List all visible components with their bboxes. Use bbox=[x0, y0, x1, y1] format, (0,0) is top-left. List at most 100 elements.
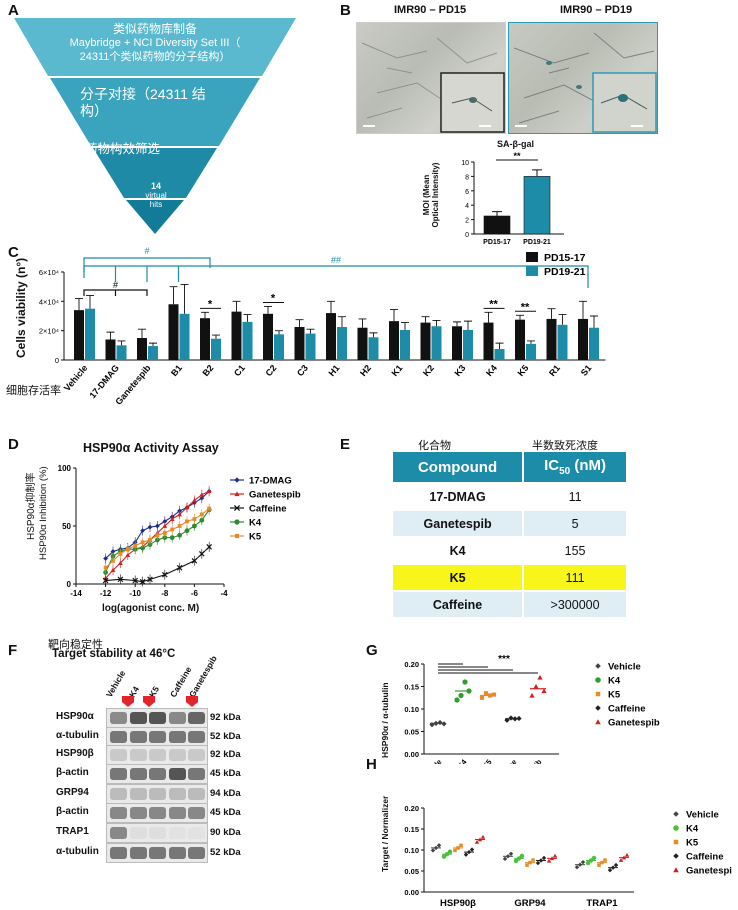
funnel-tier-4 bbox=[126, 200, 184, 234]
h-point bbox=[624, 852, 630, 857]
viability-bar bbox=[546, 318, 557, 360]
assay-point bbox=[147, 576, 153, 583]
g-point bbox=[454, 697, 460, 703]
assay-legend-marker bbox=[234, 533, 240, 539]
h-legend-marker bbox=[673, 867, 679, 873]
viability-legend-label: PD19-21 bbox=[544, 266, 586, 278]
ic50-compound: 17-DMAG bbox=[393, 483, 524, 511]
assay-point bbox=[169, 516, 175, 521]
viability-error-bar bbox=[401, 322, 409, 330]
viability-category-label: C2 bbox=[263, 363, 278, 378]
blot-protein-label: α-tubulin bbox=[56, 846, 99, 857]
ic50-value: >300000 bbox=[522, 591, 626, 619]
funnel-tier2-line2: 构） bbox=[80, 103, 108, 119]
assay-point bbox=[170, 527, 175, 532]
h-point bbox=[502, 856, 508, 862]
blot-band bbox=[188, 827, 205, 839]
viability-category-label: S1 bbox=[579, 363, 594, 378]
blot-band bbox=[168, 749, 186, 761]
viability-error-bar bbox=[180, 284, 189, 314]
viability-category-label: H1 bbox=[326, 363, 341, 378]
blot-band bbox=[129, 847, 147, 859]
funnel-tier-3 bbox=[93, 148, 217, 198]
blot-band bbox=[149, 827, 166, 839]
blot-band bbox=[129, 827, 147, 839]
assay-point bbox=[199, 492, 205, 497]
g-point bbox=[529, 692, 535, 698]
sagal-error-bar bbox=[532, 169, 542, 177]
assay-point bbox=[103, 556, 108, 561]
blot-band bbox=[129, 768, 147, 780]
assay-point bbox=[125, 552, 131, 557]
viability-hash-bracket-2 bbox=[83, 265, 589, 288]
sagal-tick-label: 10 bbox=[461, 160, 469, 167]
ic50-row: 17-DMAG 11 bbox=[393, 483, 626, 511]
funnel-tier-1 bbox=[14, 18, 296, 76]
g-legend-label: Caffeine bbox=[608, 704, 645, 715]
h-point bbox=[463, 852, 469, 857]
g-point bbox=[479, 695, 485, 700]
viability-bar bbox=[526, 343, 536, 360]
assay-point bbox=[162, 523, 168, 528]
panel-label-c: C bbox=[8, 244, 19, 261]
blot-band bbox=[110, 807, 127, 819]
g-tick-label: 0.00 bbox=[404, 750, 419, 759]
sagal-tick-label: 8 bbox=[465, 174, 469, 181]
viability-bar bbox=[148, 346, 158, 360]
h-point bbox=[459, 843, 463, 848]
h-legend-label: K4 bbox=[686, 824, 699, 835]
blot-band bbox=[168, 827, 186, 839]
h-point bbox=[574, 865, 580, 870]
ic50-header-ic50: IC50 (nM) bbox=[522, 452, 626, 484]
sagal-category-label: PD19-21 bbox=[523, 239, 551, 246]
g-tick-label: 0.10 bbox=[404, 705, 419, 714]
ic50-value: 11 bbox=[522, 483, 626, 511]
viability-hash-bracket-3 bbox=[83, 289, 148, 296]
viability-category-label: 17-DMAG bbox=[87, 363, 121, 400]
viability-bar bbox=[137, 338, 147, 360]
micrograph-right-title: IMR90 – PD19 bbox=[560, 4, 633, 16]
ic50-row: Caffeine >300000 bbox=[393, 591, 626, 619]
viability-bar bbox=[116, 345, 127, 360]
h-point bbox=[618, 857, 624, 862]
ic50-zh-compound: 化合物 bbox=[418, 440, 451, 452]
assay-tick-label: 50 bbox=[62, 522, 71, 531]
assay-point bbox=[155, 523, 160, 529]
ic50-row-highlight: K5 111 bbox=[393, 564, 626, 592]
assay-point bbox=[139, 578, 146, 585]
panel-label-d: D bbox=[8, 436, 19, 453]
h-point bbox=[603, 858, 607, 862]
blot-band bbox=[149, 847, 166, 859]
blot-band bbox=[129, 807, 147, 819]
assay-point bbox=[140, 540, 145, 545]
sagal-category-label: PD15-17 bbox=[483, 239, 511, 246]
g-legend-marker bbox=[595, 719, 601, 725]
funnel-tier4-line1: virtual bbox=[145, 191, 167, 200]
blot-band bbox=[110, 768, 127, 780]
g-legend-marker bbox=[595, 677, 601, 683]
assay-tick-label: 0 bbox=[67, 580, 72, 589]
viability-error-bar bbox=[169, 286, 178, 305]
viability-bar bbox=[589, 327, 599, 360]
assay-point bbox=[148, 538, 152, 542]
viability-bar bbox=[431, 326, 442, 360]
blot-band bbox=[129, 731, 147, 743]
blot-kda-label: 90 kDa bbox=[210, 827, 241, 838]
viability-error-bar bbox=[75, 297, 83, 311]
ic50-value: 5 bbox=[522, 510, 626, 538]
assay-point bbox=[155, 533, 160, 538]
assay-point bbox=[199, 517, 205, 523]
ic50-zh-ic50: 半数致死浓度 bbox=[532, 440, 598, 452]
h-point bbox=[469, 847, 475, 852]
assay-point bbox=[199, 512, 204, 517]
h-legend-marker bbox=[673, 853, 679, 859]
ic50-header-unit: (nM) bbox=[570, 457, 607, 474]
assay-title: HSP90α Activity Assay bbox=[83, 441, 219, 455]
sagal-title: SA-β-gal bbox=[497, 139, 534, 149]
viability-bar bbox=[578, 318, 588, 360]
h-point bbox=[585, 860, 591, 866]
sagal-error-bar bbox=[492, 211, 502, 216]
viability-hash-mark-2: ## bbox=[331, 255, 341, 265]
screening-funnel bbox=[14, 18, 296, 234]
funnel-tier1-text: 类似药物库制备 Maybridge + NCI Diversity Set II… bbox=[30, 22, 280, 64]
